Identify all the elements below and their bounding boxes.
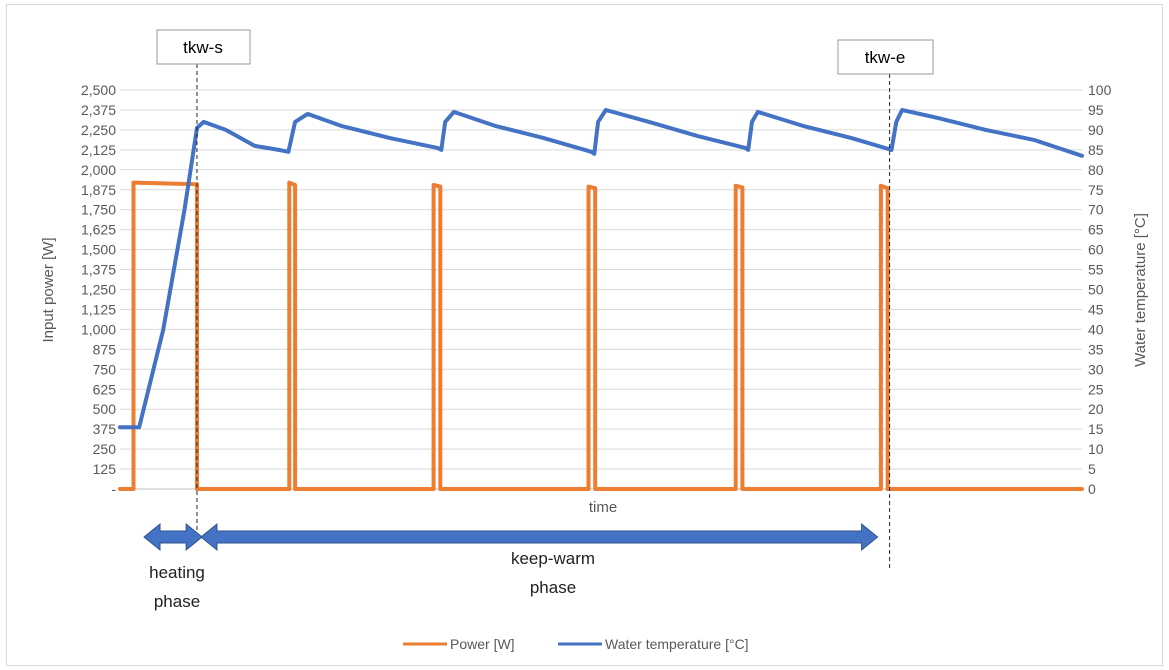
- y2-tick-label: 15: [1088, 421, 1104, 437]
- y-tick-label: 1,000: [81, 321, 116, 337]
- y-tick-label: 1,250: [81, 282, 116, 298]
- legend: Power [W] Water temperature [°C]: [403, 636, 749, 652]
- y-tick-label: 750: [93, 361, 117, 377]
- heating-phase-arrow: [143, 522, 203, 552]
- y-tick-label: 1,500: [81, 242, 116, 258]
- y-tick-label: 625: [93, 381, 117, 397]
- y2-tick-label: 55: [1088, 262, 1104, 278]
- series-layer: [118, 108, 1084, 491]
- tkw-s-label: tkw-s: [183, 38, 223, 57]
- y2-tick-label: 5: [1088, 461, 1096, 477]
- y2-axis-title: Water temperature [°C]: [1132, 213, 1149, 367]
- y2-tick-label: 95: [1088, 102, 1104, 118]
- y2-tick-label: 65: [1088, 222, 1104, 238]
- keep-warm-phase-label-2: phase: [530, 578, 576, 597]
- y-tick-label: 2,375: [81, 102, 116, 118]
- y2-tick-label: 60: [1088, 242, 1104, 258]
- x-axis-title: time: [589, 499, 617, 516]
- y2-tick-label: 35: [1088, 341, 1104, 357]
- y2-tick-label: 100: [1088, 82, 1112, 98]
- right-axis-ticks: 0 5 10 15 20 25 30 35 40 45 50 55 60 65 70 75 80 85 90 95 10…: [1088, 82, 1112, 497]
- left-axis-ticks: - 125 250 375 500 625 750 875 1,000 1,125 1,250 1,3…: [81, 82, 116, 497]
- power-series-line: [118, 180, 1084, 491]
- y-tick-label: 1,375: [81, 262, 116, 278]
- y2-tick-label: 75: [1088, 182, 1104, 198]
- y2-tick-label: 10: [1088, 441, 1104, 457]
- y-tick-label: 2,500: [81, 82, 116, 98]
- y-tick-label: -: [111, 481, 116, 497]
- y-tick-label: 1,625: [81, 222, 116, 238]
- y-tick-label: 1,750: [81, 202, 116, 218]
- y-tick-label: 2,125: [81, 142, 116, 158]
- y2-tick-label: 20: [1088, 401, 1104, 417]
- y-tick-label: 1,125: [81, 301, 116, 317]
- y-tick-label: 500: [93, 401, 117, 417]
- y-axis-title: Input power [W]: [40, 237, 57, 342]
- y2-tick-label: 50: [1088, 282, 1104, 298]
- heating-phase-label-1: heating: [149, 563, 205, 582]
- y-tick-label: 875: [93, 341, 117, 357]
- tkw-e-label: tkw-e: [865, 48, 906, 67]
- y-tick-label: 2,250: [81, 122, 116, 138]
- y-tick-label: 2,000: [81, 162, 116, 178]
- y2-tick-label: 25: [1088, 381, 1104, 397]
- heating-phase-label-2: phase: [154, 592, 200, 611]
- y-tick-label: 375: [93, 421, 117, 437]
- tkw-s-callout: [156, 29, 251, 65]
- y2-tick-label: 70: [1088, 202, 1104, 218]
- y2-tick-label: 30: [1088, 361, 1104, 377]
- keep-warm-phase-label-1: keep-warm: [511, 549, 595, 568]
- y-tick-label: 250: [93, 441, 117, 457]
- gridlines: [120, 89, 1082, 490]
- legend-power-label: Power [W]: [450, 636, 515, 652]
- legend-temperature-label: Water temperature [°C]: [605, 636, 749, 652]
- keep-warm-phase-arrow: [200, 522, 879, 552]
- y2-tick-label: 90: [1088, 122, 1104, 138]
- y2-tick-label: 40: [1088, 321, 1104, 337]
- y2-tick-label: 85: [1088, 142, 1104, 158]
- water-temperature-series-line: [118, 108, 1084, 430]
- y2-tick-label: 80: [1088, 162, 1104, 178]
- y-tick-label: 125: [93, 461, 117, 477]
- y2-tick-label: 45: [1088, 301, 1104, 317]
- y2-tick-label: 0: [1088, 481, 1096, 497]
- tkw-e-callout: [837, 39, 934, 75]
- y-tick-label: 1,875: [81, 182, 116, 198]
